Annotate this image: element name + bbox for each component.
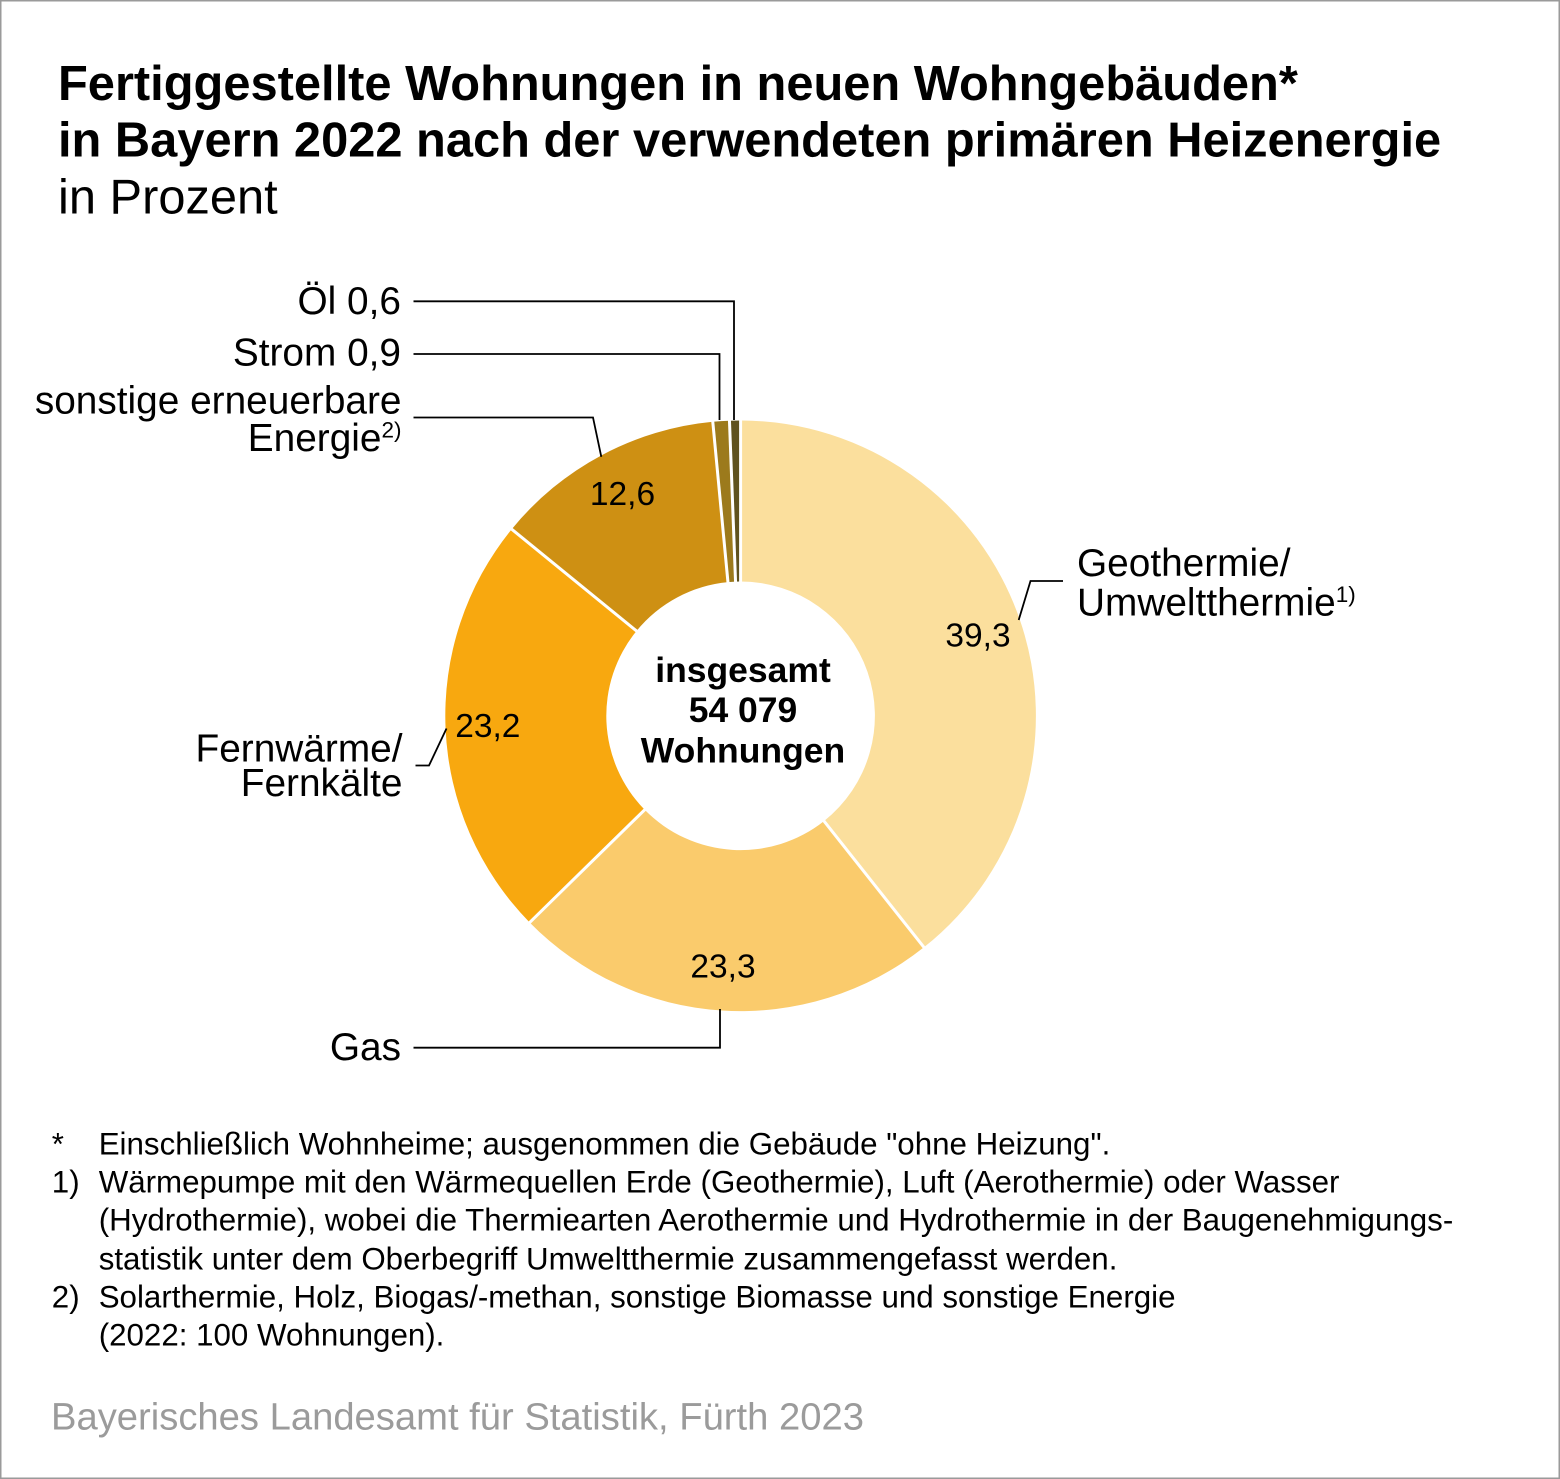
svg-text:2): 2) (52, 1280, 80, 1315)
svg-text:Bayerisches Landesamt für Stat: Bayerisches Landesamt für Statistik, Für… (51, 1396, 864, 1439)
svg-text:1): 1) (52, 1165, 80, 1200)
svg-text:statistik unter dem Oberbegrif: statistik unter dem Oberbegriff Umweltth… (99, 1241, 1118, 1276)
svg-text:Fernwärme/: Fernwärme/ (196, 727, 403, 770)
svg-text:(2022: 100 Wohnungen).: (2022: 100 Wohnungen). (99, 1318, 445, 1353)
svg-text:Geothermie/: Geothermie/ (1077, 542, 1291, 585)
svg-text:39,3: 39,3 (945, 617, 1010, 654)
svg-text:Umweltthermie1): Umweltthermie1) (1077, 582, 1356, 625)
svg-text:insgesamt: insgesamt (655, 650, 831, 690)
svg-text:in Bayern 2022 nach der verwen: in Bayern 2022 nach der verwendeten prim… (58, 114, 1441, 168)
svg-text:Gas: Gas (330, 1026, 401, 1069)
svg-text:Einschließlich Wohnheime; ausg: Einschließlich Wohnheime; ausgenommen di… (99, 1126, 1111, 1161)
svg-text:Strom 0,9: Strom 0,9 (233, 332, 401, 375)
svg-text:54 079: 54 079 (689, 690, 798, 730)
svg-text:23,2: 23,2 (455, 708, 520, 745)
svg-text:Fernkälte: Fernkälte (241, 762, 403, 805)
svg-text:Solarthermie, Holz, Biogas/-me: Solarthermie, Holz, Biogas/-methan, sons… (99, 1280, 1176, 1315)
svg-text:sonstige erneuerbare: sonstige erneuerbare (35, 379, 402, 422)
svg-text:Wärmepumpe mit den Wärmequelle: Wärmepumpe mit den Wärmequellen Erde (Ge… (99, 1165, 1340, 1200)
svg-text:12,6: 12,6 (590, 476, 655, 513)
svg-text:Wohnungen: Wohnungen (641, 730, 845, 770)
svg-text:23,3: 23,3 (690, 949, 755, 986)
svg-text:*: * (52, 1126, 64, 1161)
svg-text:in Prozent: in Prozent (58, 171, 278, 225)
svg-text:Öl 0,6: Öl 0,6 (297, 280, 401, 323)
svg-text:Fertiggestellte Wohnungen in n: Fertiggestellte Wohnungen in neuen Wohng… (58, 57, 1298, 111)
svg-text:(Hydrothermie), wobei die Ther: (Hydrothermie), wobei die Thermiearten A… (99, 1203, 1454, 1238)
svg-text:Energie2): Energie2) (248, 417, 402, 460)
